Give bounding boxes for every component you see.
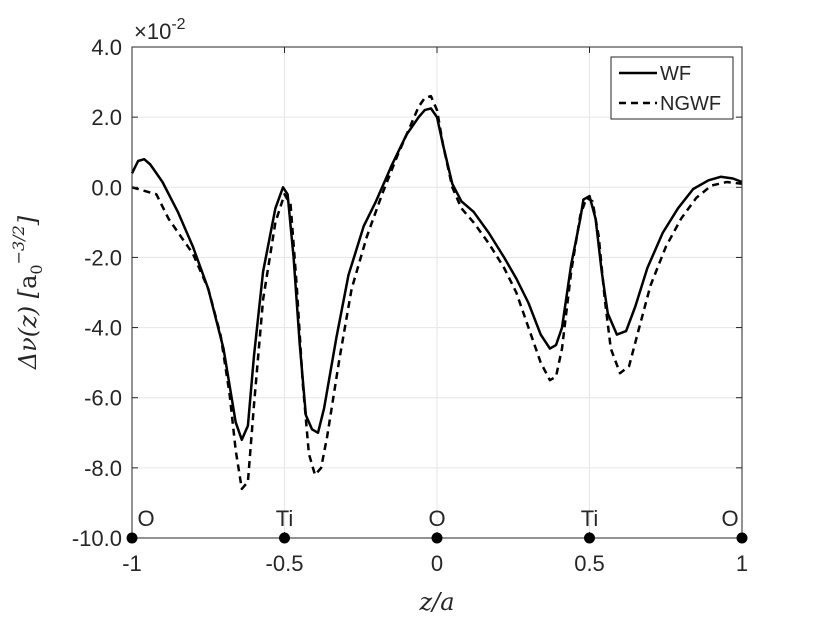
atom-label: Ti [581,506,599,531]
x-axis-title: z/a [418,588,454,616]
y-tick-label: -4.0 [84,316,122,341]
x-tick-label: 0.5 [574,551,605,576]
atom-marker [279,532,290,544]
y-tick-label: 2.0 [91,105,122,130]
series-layer [130,94,743,491]
legend-box [610,56,734,120]
x-tick-label: 1 [736,551,748,576]
legend-label-ngwf: NGWF [660,93,721,115]
atom-label: Ti [276,506,294,531]
legend-label-wf: WF [660,63,691,85]
atom-marker [584,532,595,544]
axis-labels: ×10-2 z/a Δν(z) [a0−3/2] [9,16,455,616]
x-tick-label: 0 [431,551,443,576]
atom-marker [736,532,748,544]
series-ngwf-line [131,94,743,491]
y-axis-title: Δν(z) [a0−3/2] [9,215,46,370]
legend: WF NGWF [610,56,734,120]
atom-label: O [721,506,738,531]
atom-label: O [137,506,154,531]
y-axis-title-group: Δν(z) [a0−3/2] [9,215,46,370]
atom-label: O [428,506,445,531]
y-tick-label: 4.0 [91,35,122,60]
y-tick-label: -10.0 [72,526,122,551]
atom-marker [431,532,443,544]
y-tick-label: 0.0 [91,175,122,200]
y-tick-label: -2.0 [84,245,122,270]
series-wf-line [130,107,743,442]
x-tick-label: -0.5 [266,551,304,576]
y-tick-label: -8.0 [84,456,122,481]
atom-markers: O Ti O Ti O [126,506,748,544]
y-scale-label: ×10-2 [134,16,186,44]
atom-marker [126,532,138,544]
x-tick-label: -1 [122,551,142,576]
tick-labels: -1 -0.5 0 0.5 1 4.0 2.0 0.0 -2.0 -4.0 -6.0 -8.0 -10.… [72,35,748,576]
y-scale-exponent: -2 [171,16,185,33]
y-tick-label: -6.0 [84,386,122,411]
